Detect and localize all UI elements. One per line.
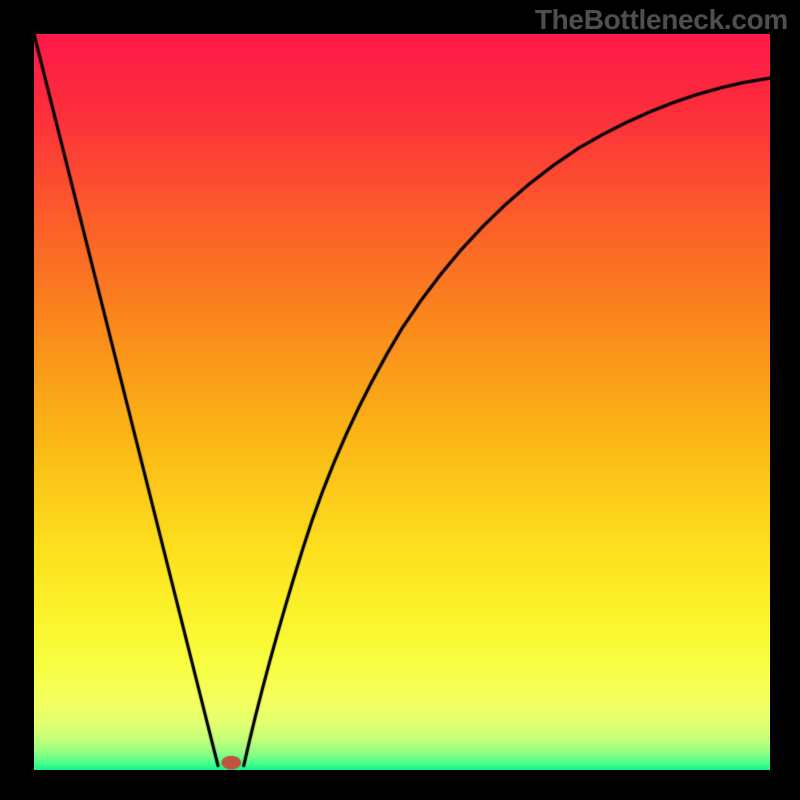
plot-area bbox=[34, 34, 770, 770]
bottleneck-curve bbox=[34, 34, 770, 770]
watermark-text: TheBottleneck.com bbox=[535, 4, 788, 36]
chart-container: TheBottleneck.com bbox=[0, 0, 800, 800]
